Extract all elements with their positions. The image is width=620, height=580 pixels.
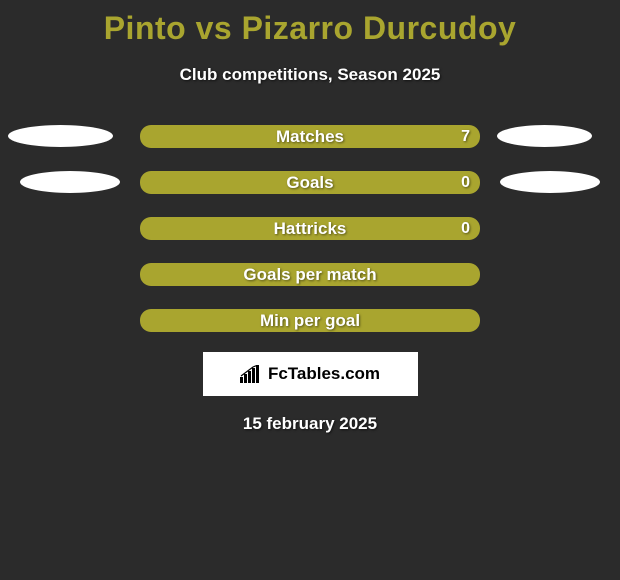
stat-row-goals-per-match: Goals per match xyxy=(0,263,620,286)
stat-label: Hattricks xyxy=(274,219,347,239)
brand-text: FcTables.com xyxy=(268,364,380,384)
ellipse-decor-icon xyxy=(20,171,120,193)
ellipse-decor-icon xyxy=(500,171,600,193)
stat-row-hattricks: Hattricks 0 xyxy=(0,217,620,240)
stat-bar: Matches 7 xyxy=(140,125,480,148)
ellipse-decor-icon xyxy=(8,125,113,147)
stat-value: 0 xyxy=(461,174,470,192)
stat-value: 0 xyxy=(461,220,470,238)
stat-value: 7 xyxy=(461,128,470,146)
ellipse-decor-icon xyxy=(497,125,592,147)
stat-row-goals: Goals 0 xyxy=(0,171,620,194)
stat-bar: Hattricks 0 xyxy=(140,217,480,240)
stat-bar: Goals per match xyxy=(140,263,480,286)
stat-label: Min per goal xyxy=(260,311,360,331)
page-title: Pinto vs Pizarro Durcudoy xyxy=(0,0,620,47)
date-text: 15 february 2025 xyxy=(0,414,620,434)
stat-row-min-per-goal: Min per goal xyxy=(0,309,620,332)
stat-row-matches: Matches 7 xyxy=(0,125,620,148)
stat-label: Matches xyxy=(276,127,344,147)
infographic-container: Pinto vs Pizarro Durcudoy Club competiti… xyxy=(0,0,620,434)
stat-bar: Goals 0 xyxy=(140,171,480,194)
stat-bar: Min per goal xyxy=(140,309,480,332)
stats-list: Matches 7 Goals 0 Hattricks 0 Goals per … xyxy=(0,125,620,332)
brand-box[interactable]: FcTables.com xyxy=(203,352,418,396)
stat-label: Goals xyxy=(286,173,333,193)
subtitle: Club competitions, Season 2025 xyxy=(0,65,620,85)
chart-bars-icon xyxy=(240,365,262,383)
stat-label: Goals per match xyxy=(243,265,376,285)
